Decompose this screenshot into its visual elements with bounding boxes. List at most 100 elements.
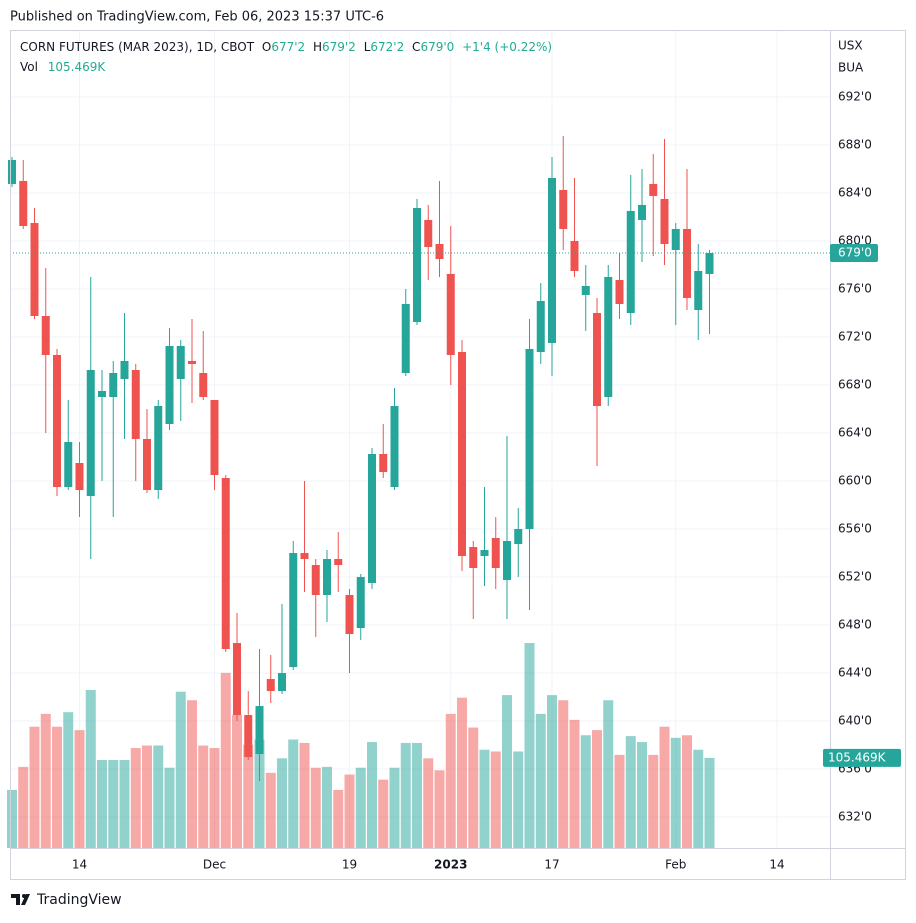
volume-bar <box>524 643 535 848</box>
y-tick-label: 672'0 <box>838 329 872 343</box>
candle-body <box>401 303 410 373</box>
candle-body <box>356 577 365 629</box>
candle-body <box>323 559 331 596</box>
volume-bar <box>670 737 681 848</box>
candle-body <box>311 565 320 596</box>
candle-body <box>514 529 523 545</box>
volume-bar <box>153 745 164 848</box>
x-tick-label: Dec <box>203 858 226 872</box>
volume-bar <box>580 735 591 848</box>
volume-bar <box>625 736 636 848</box>
candle-body <box>300 553 309 560</box>
volume-bar <box>490 751 501 848</box>
candle-body <box>120 360 129 379</box>
h-value: 679'2 <box>322 40 356 54</box>
candle-body <box>615 279 624 304</box>
candle-body <box>210 399 219 476</box>
volume-bar <box>603 700 614 848</box>
volume-bar <box>569 719 580 848</box>
vol-legend: Vol 105.469K <box>20 60 106 74</box>
volume-bar <box>513 751 524 848</box>
candle-body <box>458 351 466 557</box>
volume-bar <box>40 713 51 848</box>
volume-bar <box>333 789 344 848</box>
x-tick-label: 17 <box>544 858 559 872</box>
volume-bar <box>479 749 490 848</box>
candle-body <box>368 454 376 584</box>
candle-body <box>233 643 241 716</box>
y-tick-label: 688'0 <box>838 137 872 151</box>
candle-body <box>165 345 174 424</box>
candle-body <box>53 354 61 488</box>
o-label: O <box>262 40 271 54</box>
volume-bar <box>220 672 231 848</box>
candle-body <box>694 270 703 310</box>
volume-bar <box>209 748 220 848</box>
candle-body <box>683 228 691 298</box>
y-tick-label: 664'0 <box>838 425 872 439</box>
candles <box>8 135 830 782</box>
candle-body <box>626 210 635 313</box>
volume-bar <box>277 758 287 848</box>
candle-body <box>278 673 286 692</box>
candle-body <box>435 243 444 259</box>
unit: BUA <box>838 61 864 75</box>
legend-line: CORN FUTURES (MAR 2023), 1D, CBOT O677'2… <box>20 40 552 54</box>
published: Published on TradingView.com, Feb 06, 20… <box>10 10 384 25</box>
candle-body <box>638 204 646 220</box>
change: +1'4 (+0.22%) <box>462 40 552 54</box>
volume-bar <box>85 689 96 848</box>
volume-pane <box>7 643 715 848</box>
volume-bar <box>142 745 152 848</box>
candle-body <box>413 207 421 322</box>
vol-value: 105.469K <box>48 60 107 74</box>
volume-bar <box>344 774 355 848</box>
brand: TradingView <box>36 892 122 908</box>
volume-bar <box>310 767 321 848</box>
x-tick-label: 14 <box>769 858 784 872</box>
y-tick-label: 668'0 <box>838 377 872 391</box>
volume-bar <box>130 748 141 848</box>
candle-body <box>131 369 140 439</box>
volume-bar <box>187 700 197 848</box>
volume-bar <box>63 712 74 848</box>
c-label: C <box>412 40 420 54</box>
logo-dot <box>22 894 26 898</box>
x-tick-label: Feb <box>665 858 686 872</box>
volume-bar <box>355 767 366 848</box>
volume-bar <box>389 767 400 848</box>
candle-body <box>41 315 50 355</box>
candle-body <box>671 228 680 250</box>
last-price-box <box>830 243 878 262</box>
candle-body <box>8 159 16 184</box>
volume-bar <box>7 789 17 848</box>
volume-bar <box>243 744 254 848</box>
last-volume-label: 105.469K <box>828 750 887 764</box>
y-tick-label: 680'0 <box>838 233 872 247</box>
candle-body <box>570 240 579 271</box>
candle-body <box>379 454 388 473</box>
volume-bar <box>367 742 377 848</box>
volume-bar <box>119 760 130 848</box>
candle-body <box>548 177 556 343</box>
y-tick-label: 632'0 <box>838 810 872 824</box>
y-tick-label: 644'0 <box>838 666 872 680</box>
l-value: 672'2 <box>370 40 404 54</box>
volume-bar <box>693 749 704 848</box>
y-tick-label: 656'0 <box>838 522 872 536</box>
y-tick-label: 676'0 <box>838 281 872 295</box>
y-tick-label: 692'0 <box>838 89 872 103</box>
y-tick-label: 684'0 <box>838 185 872 199</box>
x-tick-label: 19 <box>342 858 357 872</box>
volume-bar <box>592 730 602 848</box>
candle-body <box>469 547 478 569</box>
x-tick-label: 14 <box>72 858 87 872</box>
last-volume-box <box>823 748 901 767</box>
x-tick-label: 2023 <box>434 858 467 872</box>
last-price-label: 679'0 <box>838 245 872 259</box>
volume-bar <box>74 730 85 848</box>
volume-bar <box>175 691 186 848</box>
volume-bar <box>457 697 467 848</box>
candle-body <box>143 439 151 491</box>
